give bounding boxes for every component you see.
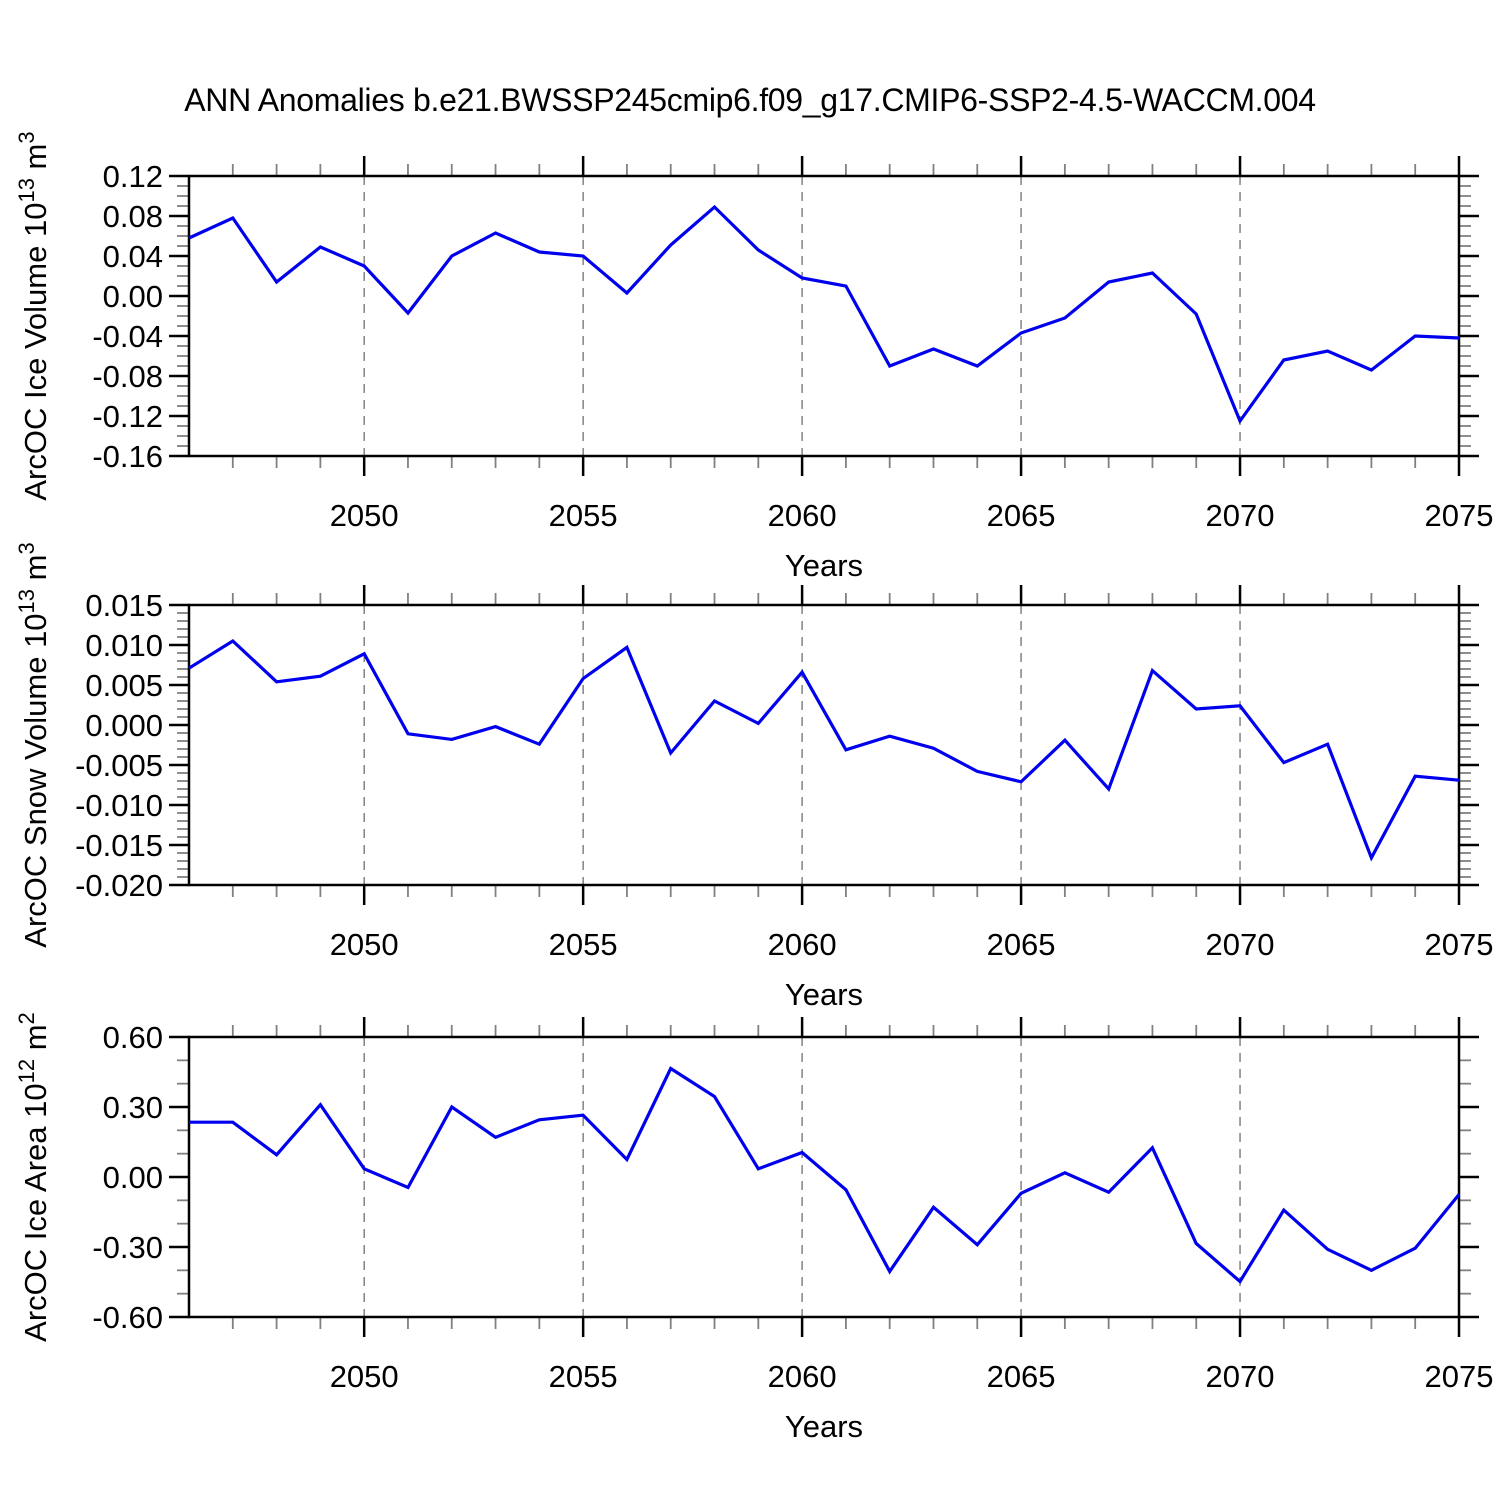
x-tick-label: 2055 xyxy=(549,1359,618,1394)
x-tick-label: 2065 xyxy=(987,498,1056,533)
x-tick-label: 2070 xyxy=(1206,927,1275,962)
y-tick-label: 0.005 xyxy=(85,668,163,703)
y-axis-label: ArcOC Ice Volume 1013 m3 xyxy=(14,131,53,500)
x-tick-label: 2050 xyxy=(330,1359,399,1394)
x-tick-label: 2060 xyxy=(768,1359,837,1394)
x-tick-label: 2065 xyxy=(987,927,1056,962)
x-tick-label: 2060 xyxy=(768,498,837,533)
y-tick-label: 0.00 xyxy=(103,279,163,314)
panel-2: 2050 2055 2060 2065 2070 2075 0.015 0.010 0.005 0… xyxy=(14,542,1493,1012)
y-tick-label: -0.015 xyxy=(75,828,163,863)
x-axis-label: Years xyxy=(785,548,863,583)
y-tick-label: 0.08 xyxy=(103,199,163,234)
y-tick-label: 0.000 xyxy=(85,708,163,743)
y-tick-label: -0.04 xyxy=(92,319,163,354)
y-tick-label: 0.12 xyxy=(103,159,163,194)
y-tick-label: 0.010 xyxy=(85,628,163,663)
x-tick-label: 2075 xyxy=(1425,1359,1494,1394)
y-axis-label: ArcOC Snow Volume 1013 m3 xyxy=(14,542,53,947)
x-tick-label: 2060 xyxy=(768,927,837,962)
series-line xyxy=(189,1066,1461,1284)
x-tick-label: 2075 xyxy=(1425,498,1494,533)
series-line xyxy=(188,638,1460,862)
plot-frame xyxy=(187,603,1461,887)
x-tick-label: 2055 xyxy=(549,498,618,533)
panel-1: 2050 2055 2060 2065 2070 2075 0.12 0.08 0.04 0.00… xyxy=(14,131,1493,583)
y-tick-label: -0.12 xyxy=(92,399,163,434)
y-tick-label: -0.60 xyxy=(92,1300,163,1335)
y-tick-label: 0.04 xyxy=(103,239,163,274)
x-tick-label: 2075 xyxy=(1425,927,1494,962)
panel-3: 2050 2055 2060 2065 2070 2075 0.60 0.30 0.00 -0.3… xyxy=(14,1012,1493,1444)
x-tick-label: 2070 xyxy=(1206,498,1275,533)
y-tick-label: 0.00 xyxy=(103,1160,163,1195)
x-tick-label: 2055 xyxy=(549,927,618,962)
x-tick-label: 2065 xyxy=(987,1359,1056,1394)
y-tick-label: -0.30 xyxy=(92,1230,163,1265)
y-tick-label: 0.015 xyxy=(85,588,163,623)
x-tick-label: 2070 xyxy=(1206,1359,1275,1394)
series-line xyxy=(188,204,1460,425)
plot-frame xyxy=(187,174,1461,458)
y-tick-label: -0.020 xyxy=(75,868,163,903)
figure-title: ANN Anomalies b.e21.BWSSP245cmip6.f09_g1… xyxy=(184,82,1316,118)
x-tick-label: 2050 xyxy=(330,927,399,962)
x-tick-label: 2050 xyxy=(330,498,399,533)
y-tick-label: 0.60 xyxy=(103,1020,163,1055)
plot-frame xyxy=(187,1035,1461,1319)
y-tick-label: -0.16 xyxy=(92,439,163,474)
x-axis-label: Years xyxy=(785,1409,863,1444)
y-tick-label: -0.08 xyxy=(92,359,163,394)
y-tick-label: -0.010 xyxy=(75,788,163,823)
y-tick-label: -0.005 xyxy=(75,748,163,783)
y-axis-label: ArcOC Ice Area 1012 m2 xyxy=(14,1012,53,1342)
x-axis-label: Years xyxy=(785,977,863,1012)
y-tick-label: 0.30 xyxy=(103,1090,163,1125)
